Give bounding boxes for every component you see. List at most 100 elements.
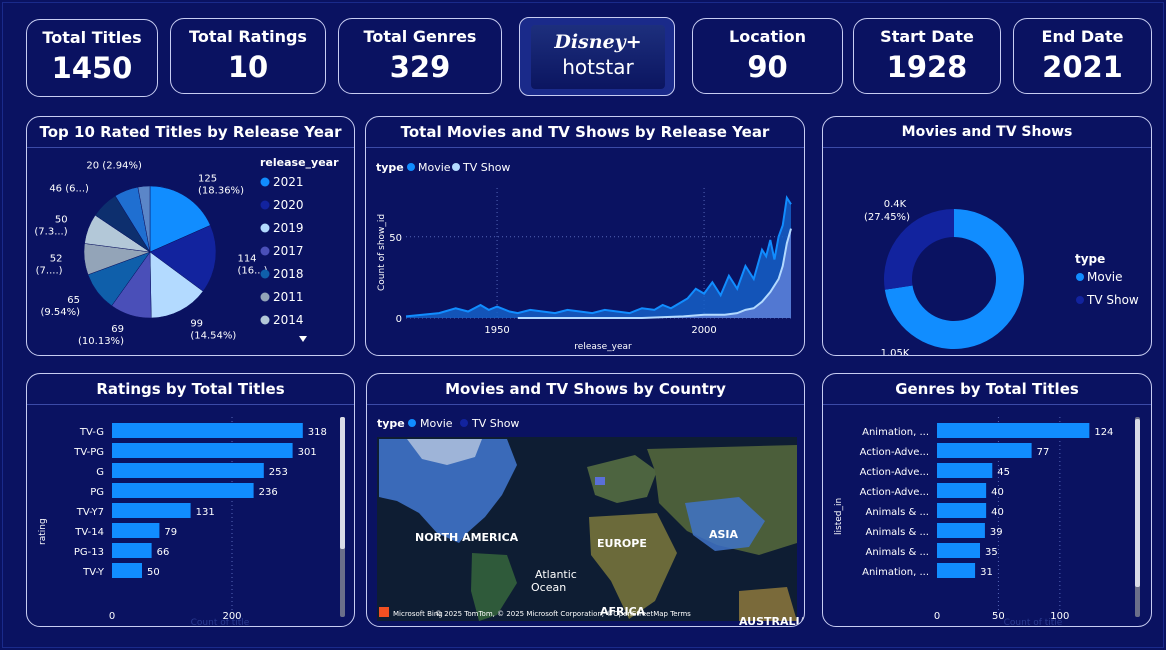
country-map[interactable]: type Movie TV Show NORTH AMERICA EUROPE …	[367, 405, 804, 627]
legend-title: type	[376, 161, 404, 174]
label-australia: AUSTRALIA	[739, 615, 804, 627]
panel-title: Ratings by Total Titles	[27, 374, 354, 405]
kpi-total-titles[interactable]: Total Titles 1450	[26, 19, 158, 97]
genres-bar-chart[interactable]: listed_in Count of title 0 50 100 Animation…	[823, 405, 1151, 627]
legend-item[interactable]: 2018	[273, 267, 304, 281]
bar[interactable]	[112, 503, 191, 518]
movie-series-area[interactable]	[406, 197, 791, 318]
bar-data-label: 66	[157, 547, 170, 558]
donut-data-label-pct: (27.45%)	[864, 212, 910, 223]
bar[interactable]	[112, 523, 160, 538]
map-canvas[interactable]	[377, 437, 797, 621]
bar-data-label: 45	[997, 467, 1010, 478]
legend-movie-marker	[408, 419, 416, 427]
bar[interactable]	[112, 543, 152, 558]
pie-slice[interactable]	[149, 225, 217, 292]
kpi-value: 329	[389, 50, 451, 84]
africa-land	[589, 513, 677, 619]
donut-data-label: 1.05K	[881, 348, 910, 356]
panel-title: Top 10 Rated Titles by Release Year	[27, 117, 354, 148]
bar-data-label: 40	[991, 487, 1004, 498]
panel-country-map[interactable]: Movies and TV Shows by Country type Movi…	[366, 373, 805, 627]
bar[interactable]	[937, 483, 987, 498]
map-brand: Microsoft Bing	[393, 610, 443, 618]
north-america-region[interactable]	[379, 439, 517, 543]
greenland-ice	[407, 439, 482, 465]
kpi-value: 90	[747, 50, 788, 84]
bar[interactable]	[112, 423, 303, 438]
x-tick-label: 0	[934, 611, 940, 622]
bar-data-label: 236	[259, 487, 278, 498]
tv-show-series-area[interactable]	[517, 228, 791, 318]
y-tick-label: TV-Y7	[76, 507, 104, 518]
bar[interactable]	[937, 443, 1032, 458]
panel-title: Total Movies and TV Shows by Release Yea…	[366, 117, 804, 148]
kpi-total-genres[interactable]: Total Genres 329	[338, 18, 502, 94]
scrollbar-thumb[interactable]	[1135, 419, 1140, 587]
kpi-label: End Date	[1041, 27, 1124, 46]
bar[interactable]	[112, 463, 264, 478]
pie-data-label: 69	[111, 324, 124, 335]
pie-data-label-pct: (7....)	[36, 265, 63, 276]
bar[interactable]	[937, 543, 980, 558]
bar[interactable]	[112, 443, 293, 458]
legend-item[interactable]: 2021	[273, 175, 304, 189]
tv-show-series-line	[517, 228, 792, 319]
bar[interactable]	[112, 563, 142, 578]
donut-chart[interactable]: type Movie TV Show 1.05K(72.55%)0.4K(27.…	[823, 148, 1151, 356]
area-chart[interactable]: type Movie TV Show Count of show_id rele…	[366, 148, 804, 356]
y-tick-label: TV-PG	[73, 447, 104, 458]
pie-data-label: 50	[55, 214, 68, 225]
donut-slice[interactable]	[884, 209, 954, 290]
legend-title: type	[377, 417, 405, 430]
bar-data-label: 79	[164, 527, 177, 538]
pie-chart[interactable]: release_year 125(18.36%) 114(16...) 99(14.…	[27, 148, 354, 356]
legend-item[interactable]: 2017	[273, 244, 304, 258]
x-tick-label: 200	[222, 611, 241, 622]
pie-slice[interactable]	[149, 185, 211, 253]
kpi-start-date[interactable]: Start Date 1928	[853, 18, 1001, 94]
bar-data-label: 131	[196, 507, 215, 518]
legend-item[interactable]: 2014	[273, 313, 304, 327]
kpi-label: Total Ratings	[189, 27, 307, 46]
pie-slice[interactable]	[149, 251, 204, 319]
europe-highlight[interactable]	[595, 477, 605, 485]
scrollbar-thumb[interactable]	[340, 417, 345, 549]
bar[interactable]	[937, 463, 993, 478]
donut-slice[interactable]	[884, 209, 1024, 349]
kpi-location[interactable]: Location 90	[692, 18, 843, 94]
y-axis-label: Count of show_id	[377, 214, 387, 291]
panel-release-year-area[interactable]: Total Movies and TV Shows by Release Yea…	[365, 116, 805, 356]
map-attribution[interactable]: © 2025 TomTom, © 2025 Microsoft Corporat…	[435, 610, 691, 618]
y-tick-label: TV-14	[74, 527, 104, 538]
x-tick-label: 50	[992, 611, 1005, 622]
panel-movies-tv-donut[interactable]: Movies and TV Shows type Movie TV Show 1…	[822, 116, 1152, 356]
australia-land	[739, 587, 797, 621]
bar-data-label: 35	[985, 547, 998, 558]
panel-ratings-bar[interactable]: Ratings by Total Titles rating Count of …	[26, 373, 355, 627]
legend-item[interactable]: 2019	[273, 221, 304, 235]
pie-slice[interactable]	[137, 185, 151, 253]
bar[interactable]	[937, 523, 985, 538]
bar[interactable]	[937, 503, 987, 518]
legend-marker	[260, 315, 270, 325]
legend-item[interactable]: 2020	[273, 198, 304, 212]
pie-data-label-pct: (10.13%)	[78, 336, 124, 347]
legend-tv-marker	[452, 163, 460, 171]
bar[interactable]	[937, 563, 976, 578]
scroll-down-icon[interactable]	[299, 336, 307, 342]
pie-data-label-pct: (7.3...)	[34, 226, 67, 237]
panel-top-rated-pie[interactable]: Top 10 Rated Titles by Release Year rele…	[26, 116, 355, 356]
ratings-bar-chart[interactable]: rating Count of title 0 200 TV-G 318 TV-PG 30…	[27, 405, 354, 627]
y-tick-label: G	[96, 467, 104, 478]
pie-data-label: 52	[50, 253, 63, 264]
y-tick-label: TV-Y	[82, 567, 105, 578]
kpi-end-date[interactable]: End Date 2021	[1013, 18, 1152, 94]
panel-genres-bar[interactable]: Genres by Total Titles listed_in Count o…	[822, 373, 1152, 627]
panel-title: Movies and TV Shows by Country	[367, 374, 804, 405]
asia-highlight[interactable]	[685, 497, 765, 551]
bar[interactable]	[112, 483, 254, 498]
legend-item[interactable]: 2011	[273, 290, 304, 304]
kpi-total-ratings[interactable]: Total Ratings 10	[170, 18, 326, 94]
bar[interactable]	[937, 423, 1090, 438]
